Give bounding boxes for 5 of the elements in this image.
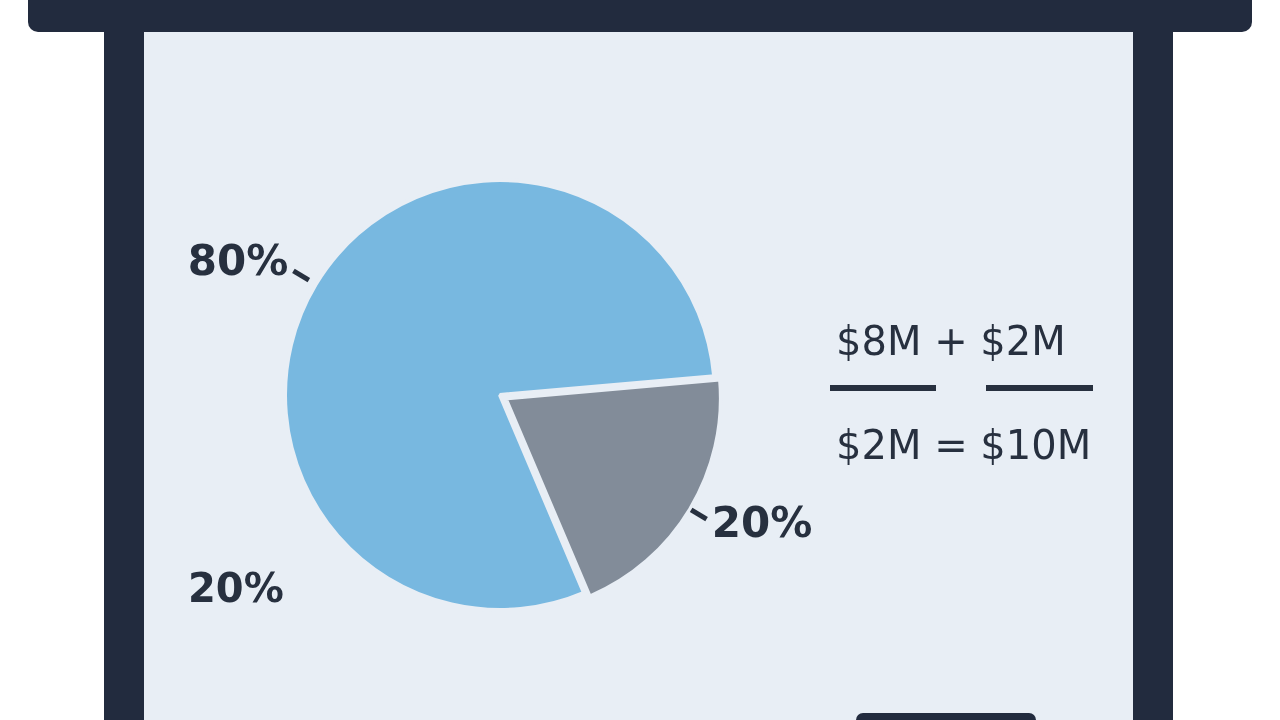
text: $8M + $2M: [836, 318, 1066, 364]
data-label: 20%: [711, 498, 813, 548]
text: 20%: [188, 565, 284, 611]
text: $2M = $10M: [836, 422, 1092, 468]
data-label: 80%: [187, 235, 289, 285]
